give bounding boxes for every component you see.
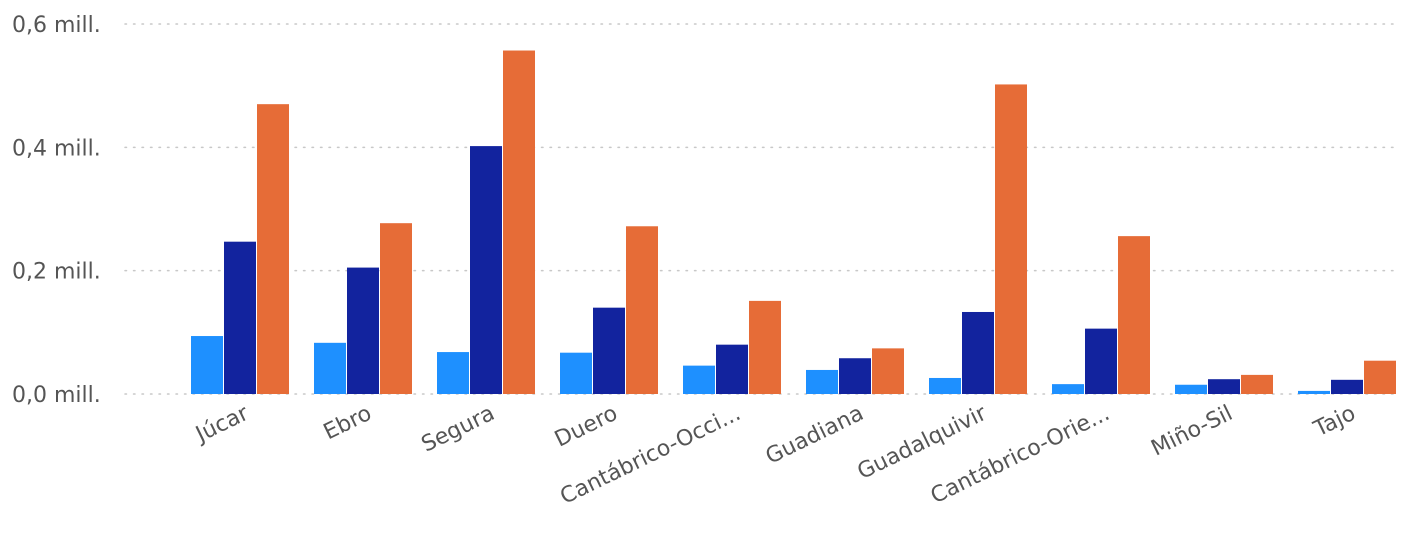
y-tick-label: 0,6 mill. (12, 13, 101, 38)
bar-1[interactable] (1175, 384, 1207, 394)
y-tick-label: 0,0 mill. (12, 383, 101, 408)
bar-3[interactable] (1364, 360, 1396, 394)
bar-1[interactable] (314, 342, 346, 394)
bar-3[interactable] (1118, 236, 1150, 394)
bar-3[interactable] (380, 223, 412, 394)
y-tick-label: 0,2 mill. (12, 260, 101, 285)
bar-2[interactable] (1085, 328, 1117, 394)
bar-3[interactable] (257, 104, 289, 395)
x-tick-label: Duero (551, 401, 622, 453)
y-tick-label: 0,4 mill. (12, 136, 101, 161)
bar-3[interactable] (872, 348, 904, 394)
bar-1[interactable] (683, 365, 715, 394)
bar-2[interactable] (593, 307, 625, 394)
bar-2[interactable] (224, 241, 256, 394)
bar-1[interactable] (560, 352, 592, 394)
x-tick-label: Ebro (320, 401, 376, 445)
bars (191, 50, 1396, 395)
bar-3[interactable] (626, 226, 658, 394)
bar-1[interactable] (1298, 390, 1330, 394)
bar-2[interactable] (716, 344, 748, 394)
bar-2[interactable] (1208, 379, 1240, 394)
x-tick-label: Segura (418, 401, 499, 458)
bar-1[interactable] (929, 377, 961, 394)
bar-2[interactable] (347, 267, 379, 394)
bar-3[interactable] (1241, 374, 1273, 394)
y-axis-ticks: 0,0 mill. 0,2 mill. 0,4 mill. 0,6 mill. (12, 13, 101, 408)
x-tick-label: Tajo (1309, 401, 1359, 443)
bar-3[interactable] (995, 84, 1027, 394)
x-tick-label: Júcar (190, 401, 253, 449)
bar-2[interactable] (839, 358, 871, 394)
bar-2[interactable] (962, 311, 994, 394)
bar-1[interactable] (191, 336, 223, 394)
bar-1[interactable] (806, 369, 838, 394)
x-tick-label: Miño-Sil (1147, 401, 1236, 462)
bar-2[interactable] (1331, 379, 1363, 394)
x-tick-label: Guadiana (762, 401, 868, 470)
bar-1[interactable] (1052, 384, 1084, 394)
bar-3[interactable] (503, 50, 535, 395)
bar-3[interactable] (749, 300, 781, 394)
bar-2[interactable] (470, 146, 502, 394)
bar-1[interactable] (437, 352, 469, 394)
